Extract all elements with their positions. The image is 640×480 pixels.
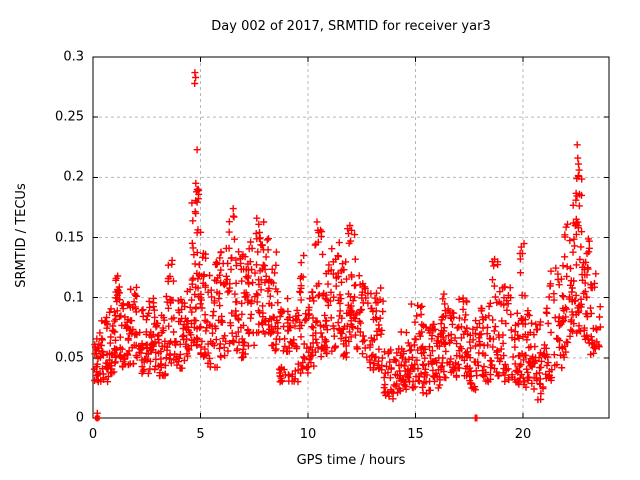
x-tick-label: 15 — [407, 427, 424, 442]
scatter-points — [90, 69, 604, 422]
y-tick-label: 0 — [75, 410, 84, 426]
x-tick-label: 0 — [88, 427, 98, 442]
y-tick-label: 0.05 — [55, 350, 84, 366]
y-tick-label: 0.1 — [63, 290, 84, 306]
x-tick-label: 5 — [196, 427, 205, 442]
chart-title: Day 002 of 2017, SRMTID for receiver yar… — [211, 19, 491, 34]
y-tick-label: 0.25 — [55, 109, 84, 125]
y-tick-label: 0.2 — [63, 169, 84, 185]
zero-cluster-marker — [94, 415, 100, 421]
x-tick-label: 20 — [514, 427, 532, 442]
y-tick-label: 0.15 — [55, 230, 84, 245]
x-tick-label: 10 — [299, 427, 317, 442]
y-tick-label: 0.3 — [63, 49, 84, 65]
x-axis-label: GPS time / hours — [296, 453, 406, 468]
